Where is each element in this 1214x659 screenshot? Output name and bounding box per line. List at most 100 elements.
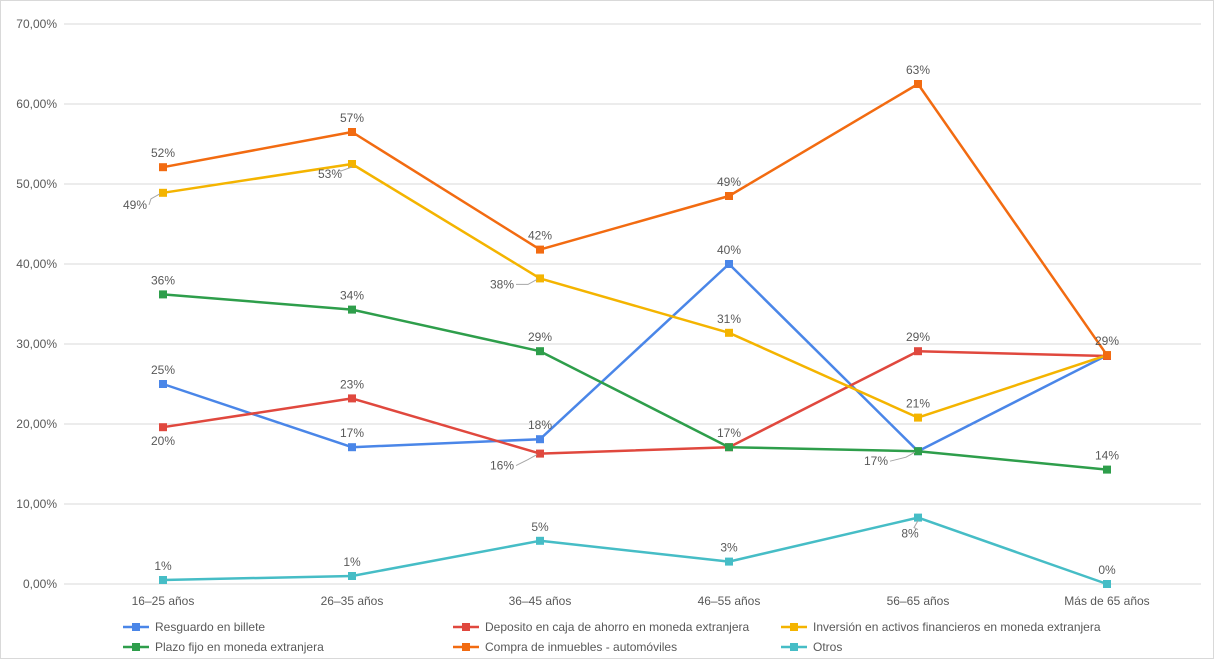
legend-label: Plazo fijo en moneda extranjera (155, 640, 324, 654)
data-label: 18% (528, 418, 552, 432)
y-tick-label: 30,00% (16, 337, 57, 351)
data-label: 34% (340, 289, 364, 303)
series-lines (159, 80, 1111, 588)
data-point (914, 513, 922, 522)
x-tick-label: Más de 65 años (1064, 594, 1149, 608)
data-point (536, 435, 544, 444)
label-leader (889, 451, 916, 462)
x-tick-label: 16–25 años (132, 594, 195, 608)
label-leader (913, 520, 919, 531)
label-leader (515, 454, 538, 467)
series-line (162, 162, 1108, 419)
y-axis-ticks: 0,00% 10,00% 20,00% 30,00% 40,00% 50,00% 60,00… (16, 17, 57, 591)
y-tick-label: 70,00% (16, 17, 57, 31)
series-line (162, 262, 1108, 453)
data-point (159, 163, 167, 172)
data-label: 29% (1095, 334, 1119, 348)
data-point (725, 443, 733, 452)
data-label: 36% (151, 273, 175, 287)
y-tick-label: 0,00% (23, 577, 57, 591)
data-point (159, 290, 167, 299)
gridlines (64, 23, 1201, 585)
data-label: 23% (340, 377, 364, 391)
legend-label: Resguardo en billete (155, 620, 265, 634)
x-axis-ticks: 16–25 años 26–35 años 36–45 años 46–55 años… (132, 594, 1150, 608)
data-point (725, 557, 733, 566)
data-label: 52% (151, 146, 175, 160)
data-labels: 25% 17% 18% 40% 20% 23% 16% 29% 49% 53% 38% 31% 21% 3… (123, 63, 1119, 577)
x-tick-label: 26–35 años (321, 594, 384, 608)
data-label: 3% (720, 541, 738, 555)
data-label: 40% (717, 243, 741, 257)
data-label: 63% (906, 63, 930, 77)
data-point (348, 394, 356, 403)
data-point (725, 260, 733, 268)
legend-swatch-marker (462, 623, 470, 631)
data-point (914, 347, 922, 356)
data-point (348, 572, 356, 580)
data-point (159, 576, 167, 584)
legend-swatch-marker (790, 643, 798, 651)
data-label: 25% (151, 363, 175, 377)
label-leader (516, 278, 538, 285)
data-point (536, 347, 544, 356)
data-label: 17% (864, 454, 888, 468)
legend: Resguardo en billete Deposito en caja de … (123, 620, 1101, 654)
data-point (1103, 580, 1111, 588)
data-label: 29% (906, 330, 930, 344)
data-point (159, 380, 167, 388)
series-line (162, 349, 1108, 455)
legend-label: Compra de inmuebles - automóviles (485, 640, 677, 654)
data-point (536, 449, 544, 458)
data-label: 57% (340, 111, 364, 125)
data-label: 16% (490, 459, 514, 473)
data-label: 1% (154, 559, 172, 573)
data-point (159, 188, 167, 197)
legend-label: Deposito en caja de ahorro en moneda ext… (485, 620, 749, 634)
data-label: 21% (906, 397, 930, 411)
data-label: 17% (340, 426, 364, 440)
data-label: 31% (717, 312, 741, 326)
data-label: 38% (490, 277, 514, 291)
data-point (348, 305, 356, 314)
data-label: 49% (717, 175, 741, 189)
data-point (914, 447, 922, 456)
y-tick-label: 10,00% (16, 497, 57, 511)
data-point (914, 413, 922, 422)
data-point (914, 80, 922, 88)
data-label: 42% (528, 229, 552, 243)
data-point (536, 274, 544, 283)
data-point (536, 536, 544, 545)
series-line (162, 293, 1108, 471)
label-leader (148, 193, 161, 205)
series-line (162, 516, 1108, 586)
x-tick-label: 56–65 años (887, 594, 950, 608)
data-point (1103, 351, 1111, 360)
data-label: 53% (318, 167, 342, 181)
data-point (348, 160, 356, 168)
legend-swatch-marker (462, 643, 470, 651)
data-label: 5% (531, 520, 549, 534)
label-leader (337, 166, 353, 172)
data-point (159, 423, 167, 432)
data-label: 20% (151, 434, 175, 448)
x-tick-label: 46–55 años (698, 594, 761, 608)
data-label: 0% (1098, 563, 1116, 577)
series-line (162, 82, 1109, 356)
data-label: 49% (123, 198, 147, 212)
legend-label: Otros (813, 640, 842, 654)
data-label: 14% (1095, 449, 1119, 463)
data-label: 8% (901, 527, 919, 541)
data-point (536, 245, 544, 254)
data-point (348, 128, 356, 136)
legend-swatch-marker (132, 643, 140, 651)
y-tick-label: 40,00% (16, 257, 57, 271)
data-label: 17% (717, 426, 741, 440)
data-point (1103, 465, 1111, 474)
legend-label: Inversión en activos financieros en mone… (813, 620, 1101, 634)
y-tick-label: 20,00% (16, 417, 57, 431)
data-label: 1% (343, 555, 361, 569)
legend-swatch-marker (132, 623, 140, 631)
